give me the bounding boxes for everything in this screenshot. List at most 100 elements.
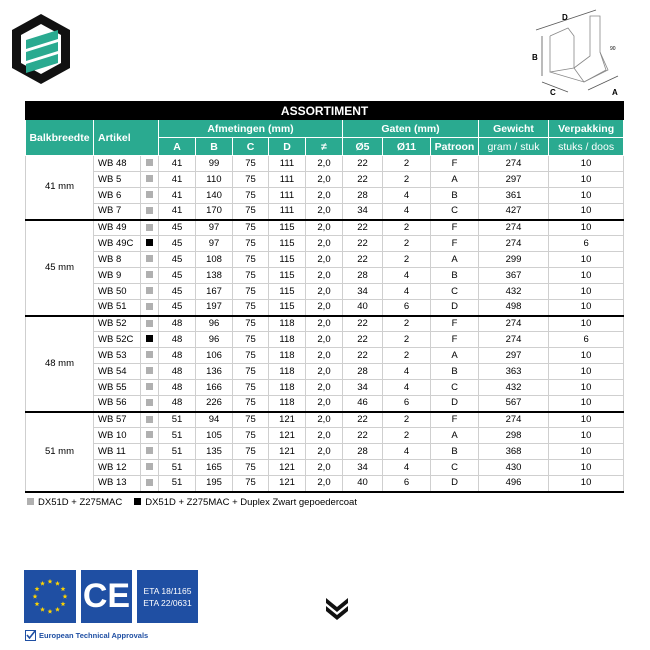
a-cell: 45: [158, 283, 196, 300]
d-cell: 118: [268, 363, 306, 380]
finish-cell: [140, 155, 159, 172]
verpakking-cell: 10: [547, 203, 625, 220]
artikel-cell: WB 53: [93, 347, 141, 364]
grey-swatch: [146, 207, 153, 215]
finish-cell: [140, 427, 159, 444]
star-icon: [47, 578, 53, 584]
d-cell: 121: [268, 459, 306, 476]
grey-swatch: [146, 159, 153, 167]
table-row: WB 50 45 167 75 115 2,0 34 4 C 432 10: [26, 283, 625, 300]
legend-item-black: DX51D + Z275MAC + Duplex Zwart gepoederc…: [134, 497, 357, 509]
artikel-cell: WB 6: [93, 187, 141, 204]
star-icon: [55, 606, 60, 612]
b-cell: 226: [195, 395, 233, 412]
c-cell: 75: [232, 171, 269, 188]
artikel-cell: WB 49C: [93, 235, 141, 252]
patroon-cell: C: [430, 203, 479, 220]
a-cell: 48: [158, 331, 196, 348]
c-cell: 75: [232, 379, 269, 396]
artikel-cell: WB 52C: [93, 331, 141, 348]
header-artikel: Artikel: [93, 119, 159, 156]
c-cell: 75: [232, 363, 269, 380]
grey-swatch: [146, 399, 153, 407]
grey-swatch: [146, 319, 153, 327]
gewicht-cell: 567: [478, 395, 549, 412]
table-row: WB 49C 45 97 75 115 2,0 22 2 F 274 6: [26, 235, 625, 252]
grey-swatch: [146, 351, 153, 359]
c-cell: 75: [232, 218, 269, 236]
gewicht-cell: 367: [478, 267, 549, 284]
o11-cell: 4: [382, 187, 431, 204]
c-cell: 75: [232, 187, 269, 204]
table-row: WB 54 48 136 75 118 2,0 28 4 B 363 10: [26, 363, 625, 380]
thickness-cell: 2,0: [305, 171, 343, 188]
finish-cell: [140, 299, 159, 316]
a-cell: 48: [158, 347, 196, 364]
thickness-cell: 2,0: [305, 187, 343, 204]
gewicht-cell: 297: [478, 347, 549, 364]
eu-flag-icon: [24, 570, 76, 623]
diagram-label-angle: 90: [610, 46, 616, 52]
star-icon: [34, 601, 40, 607]
d-cell: 118: [268, 379, 306, 396]
o5-cell: 28: [342, 443, 383, 460]
assortment-table: ASSORTIMENT Balkbreedte Artikel Afmeting…: [24, 101, 625, 493]
grey-swatch: [146, 367, 153, 375]
o11-cell: 4: [382, 363, 431, 380]
b-cell: 170: [195, 203, 233, 220]
gewicht-cell: 361: [478, 187, 549, 204]
gewicht-cell: 432: [478, 379, 549, 396]
b-cell: 165: [195, 459, 233, 476]
artikel-cell: WB 51: [93, 299, 141, 316]
table-row: WB 7 41 170 75 111 2,0 34 4 C 427 10: [26, 203, 625, 220]
verpakking-cell: 10: [547, 314, 625, 332]
gewicht-cell: 498: [478, 299, 549, 316]
header-a: A: [158, 137, 196, 156]
o11-cell: 2: [382, 235, 431, 252]
header-o5: Ø5: [342, 137, 383, 156]
table-row: 51 mm WB 57 51 94 75 121 2,0 22 2 F 274 10: [25, 410, 625, 493]
finish-cell: [140, 251, 159, 268]
patroon-cell: B: [430, 363, 479, 380]
d-cell: 121: [268, 475, 306, 493]
finish-cell: [140, 314, 159, 332]
o11-cell: 4: [382, 379, 431, 396]
o11-cell: 2: [382, 410, 431, 428]
o11-cell: 4: [382, 459, 431, 476]
verpakking-cell: 10: [547, 251, 625, 268]
artikel-cell: WB 10: [93, 427, 141, 444]
o5-cell: 34: [342, 283, 383, 300]
diagram-label-d: D: [562, 13, 568, 22]
finish-cell: [140, 347, 159, 364]
artikel-cell: WB 5: [93, 171, 141, 188]
eta-badge: ETA 18/1165 ETA 22/0631: [137, 570, 198, 623]
c-cell: 75: [232, 283, 269, 300]
d-cell: 111: [268, 203, 306, 220]
header-verpakking: Verpakking: [547, 119, 625, 138]
finish-cell: [140, 331, 159, 348]
artikel-cell: WB 9: [93, 267, 141, 284]
table-row: WB 11 51 135 75 121 2,0 28 4 B 368 10: [26, 443, 625, 460]
thickness-cell: 2,0: [305, 251, 343, 268]
finish-cell: [140, 187, 159, 204]
verpakking-cell: 10: [547, 363, 625, 380]
b-cell: 96: [195, 314, 233, 332]
artikel-cell: WB 8: [93, 251, 141, 268]
patroon-cell: D: [430, 299, 479, 316]
b-cell: 135: [195, 443, 233, 460]
o5-cell: 22: [342, 314, 383, 332]
table-row: WB 53 48 106 75 118 2,0 22 2 A 297 10: [26, 347, 625, 364]
d-cell: 121: [268, 410, 306, 428]
table-body: 41 mm WB 48 41 99 75 111 2,0 22 2 F 274 10 WB 5 41 110…: [25, 155, 625, 493]
ce-mark: CE: [81, 570, 132, 623]
a-cell: 45: [158, 218, 196, 236]
b-cell: 166: [195, 379, 233, 396]
patroon-cell: C: [430, 459, 479, 476]
double-chevron-down-icon: [326, 598, 348, 620]
gewicht-cell: 368: [478, 443, 549, 460]
d-cell: 118: [268, 347, 306, 364]
gewicht-cell: 430: [478, 459, 549, 476]
thickness-cell: 2,0: [305, 299, 343, 316]
finish-cell: [140, 410, 159, 428]
finish-cell: [140, 363, 159, 380]
